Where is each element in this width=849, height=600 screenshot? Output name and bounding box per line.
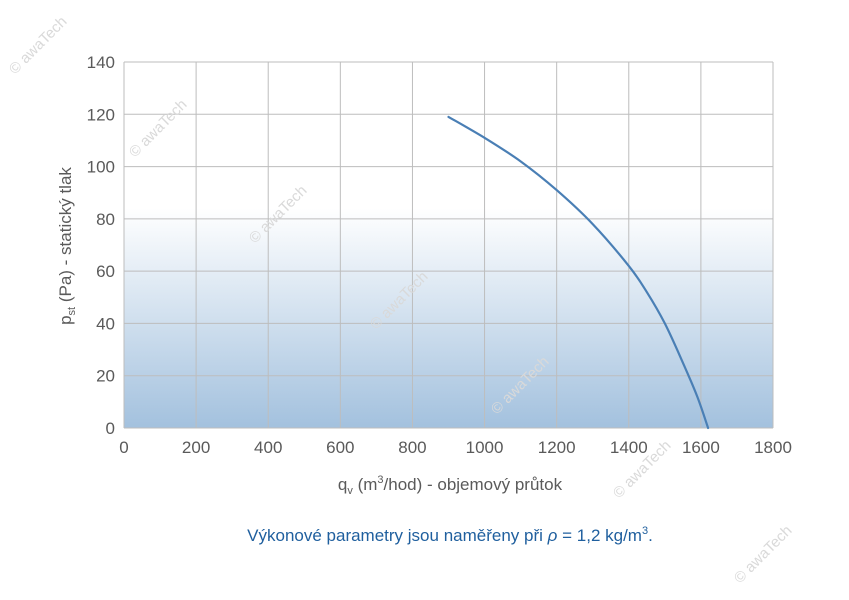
x-tick-label: 0 [119, 438, 128, 457]
series [447, 115, 710, 430]
y-tick-labels: 0 20 40 60 80 100 120 140 [87, 53, 115, 438]
watermark: © awaTech [731, 522, 796, 587]
y-tick-label: 0 [106, 419, 115, 438]
x-tick-label: 400 [254, 438, 282, 457]
measurement-note: Výkonové parametry jsou naměřeny při ρ =… [247, 525, 653, 545]
y-tick-label: 120 [87, 105, 115, 124]
y-tick-label: 60 [96, 262, 115, 281]
y-tick-label: 140 [87, 53, 115, 72]
y-tick-label: 80 [96, 210, 115, 229]
x-tick-label: 200 [182, 438, 210, 457]
x-axis-label: qv (m3/hod) - objemový průtok [338, 474, 563, 497]
x-tick-label: 600 [326, 438, 354, 457]
x-tick-labels: 0 200 400 600 800 1000 1200 1400 1600 1800 [119, 438, 792, 457]
y-tick-label: 40 [96, 314, 115, 333]
x-tick-label: 1600 [682, 438, 720, 457]
grid [123, 61, 774, 429]
x-tick-label: 1200 [538, 438, 576, 457]
y-tick-label: 100 [87, 158, 115, 177]
x-tick-label: 1000 [466, 438, 504, 457]
x-tick-label: 1400 [610, 438, 648, 457]
x-tick-label: 800 [398, 438, 426, 457]
watermark: © awaTech [6, 13, 71, 78]
series-line [447, 115, 710, 430]
y-tick-label: 20 [96, 367, 115, 386]
plot-area-gradient [124, 62, 773, 428]
y-axis-label: pst (Pa) - statický tlak [56, 167, 78, 325]
x-tick-label: 1800 [754, 438, 792, 457]
